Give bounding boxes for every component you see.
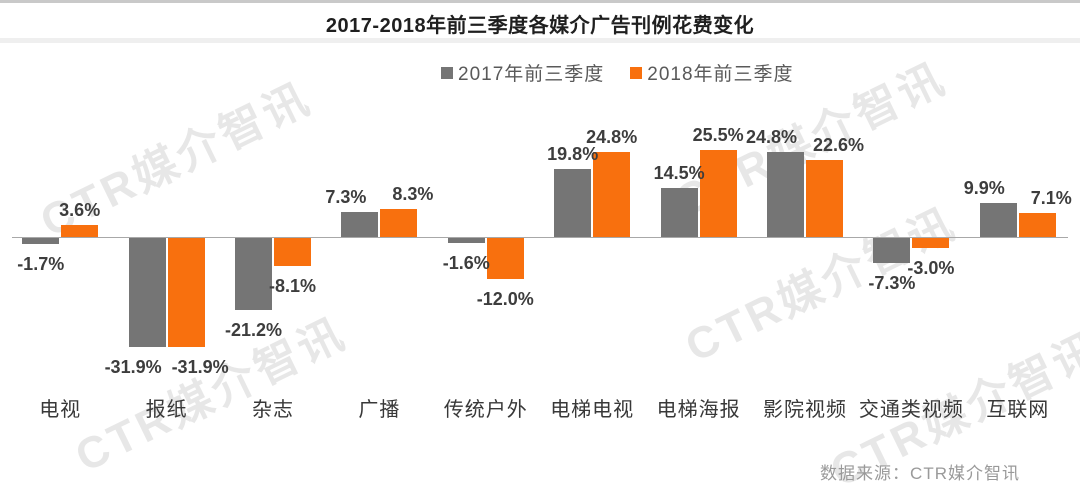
value-label: -21.2% (224, 320, 283, 341)
bar-2017 (341, 212, 379, 237)
value-label: 22.6% (812, 134, 865, 155)
value-label: -3.0% (907, 258, 955, 279)
watermark-text: CTR媒介智讯 (33, 73, 320, 247)
value-label: 14.5% (653, 162, 705, 183)
value-label: 24.8% (745, 127, 798, 148)
value-label: 7.1% (1030, 187, 1072, 208)
bar-2017 (554, 169, 592, 237)
legend-swatch-2017-icon (441, 66, 453, 79)
value-label: -31.9% (171, 356, 229, 377)
category-label: 影院视频 (762, 399, 847, 421)
legend-item-2017: 2017年前三季度 (441, 59, 604, 86)
category-label: 杂志 (251, 399, 294, 421)
value-label: 7.3% (325, 187, 367, 208)
bar-2017 (235, 238, 272, 311)
bar-2018 (699, 150, 737, 237)
category-label: 电梯电视 (550, 399, 635, 421)
bar-2017 (767, 152, 804, 237)
value-label: -8.1% (268, 275, 317, 296)
category-label: 交通类视频 (858, 399, 964, 421)
legend-item-2018: 2018年前三季度 (630, 59, 793, 86)
bar-2017 (128, 238, 166, 347)
value-label: -31.9% (104, 356, 162, 377)
bar-2018 (274, 238, 311, 266)
category-label: 报纸 (145, 399, 188, 421)
legend-label-2018: 2018年前三季度 (647, 64, 794, 85)
category-label: 互联网 (986, 399, 1050, 421)
bar-2018 (806, 159, 843, 237)
bar-2018 (912, 238, 950, 249)
value-label: -1.6% (442, 253, 490, 274)
value-label: -7.3% (868, 272, 916, 293)
value-label: 25.5% (692, 125, 744, 146)
bar-2017 (447, 238, 485, 244)
bar-2018 (593, 152, 631, 237)
value-label: 9.9% (963, 178, 1005, 199)
category-label: 电梯海报 (656, 399, 741, 421)
value-label: 8.3% (392, 183, 434, 204)
title-divider (0, 38, 1080, 43)
legend-swatch-2018-icon (630, 66, 643, 79)
legend-label-2017: 2017年前三季度 (458, 64, 605, 85)
bar-2017 (22, 238, 60, 244)
bar-2017 (979, 203, 1017, 237)
data-source-note: 数据来源：CTR媒介智讯 (820, 464, 1020, 483)
bar-2018 (486, 238, 524, 279)
category-label: 广播 (358, 399, 401, 421)
bar-2017 (660, 187, 698, 237)
top-border (0, 0, 1080, 3)
page-title: 2017-2018年前三季度各媒介广告刊例花费变化 (325, 15, 755, 37)
category-label: 传统户外 (443, 399, 528, 421)
value-label: 19.8% (547, 144, 599, 165)
value-label: 3.6% (59, 199, 101, 220)
value-label: -1.7% (17, 253, 65, 274)
category-label: 电视 (39, 399, 82, 421)
bar-2018 (61, 224, 99, 237)
bar-2017 (873, 238, 911, 263)
bar-2018 (167, 238, 205, 347)
value-label: 24.8% (586, 127, 638, 148)
value-label: -12.0% (476, 288, 534, 309)
bar-2018 (380, 208, 418, 237)
bar-2018 (1018, 212, 1056, 237)
legend: 2017年前三季度 2018年前三季度 (441, 59, 794, 86)
x-axis-line (12, 237, 1068, 238)
